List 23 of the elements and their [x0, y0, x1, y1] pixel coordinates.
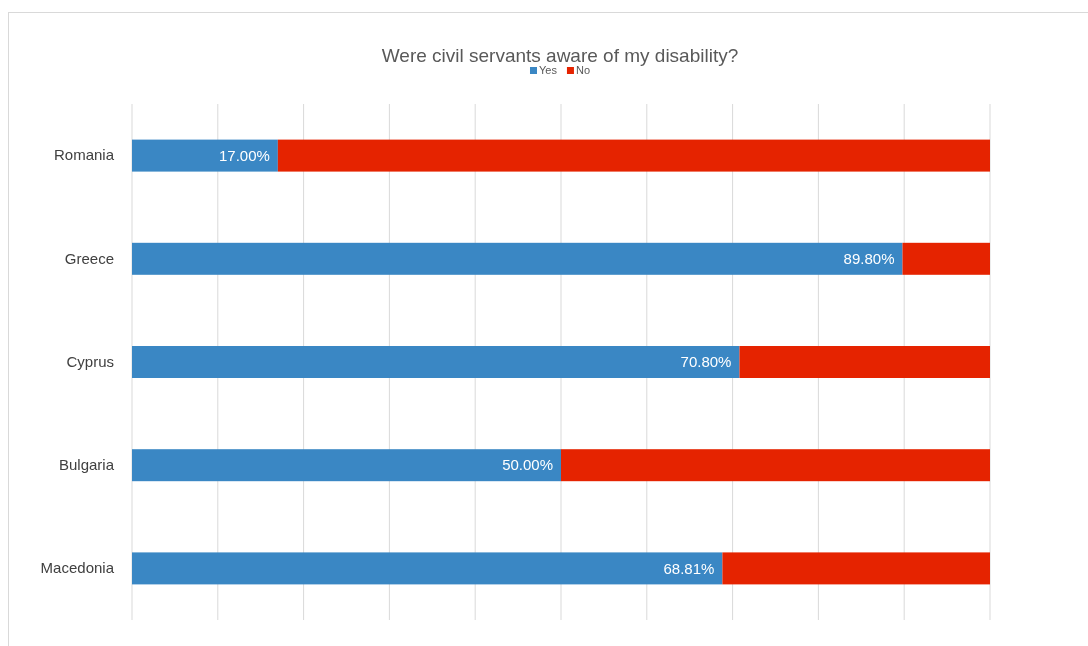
y-tick-label: Greece: [64, 249, 114, 267]
legend-label: Yes: [538, 64, 558, 76]
bar: [132, 449, 561, 482]
bar: [132, 139, 278, 172]
y-tick-label: Cyprus: [66, 352, 114, 370]
data-label: 68.81%: [663, 559, 715, 577]
bar: [132, 242, 903, 275]
y-tick-label: Romania: [53, 146, 115, 164]
bar: [902, 242, 990, 275]
bar: [739, 346, 990, 378]
bar: [722, 552, 990, 585]
data-label: 89.80%: [843, 250, 895, 268]
bar: [277, 139, 990, 172]
legend-label: No: [575, 64, 591, 76]
chart-title: Were civil servants aware of my disability?: [381, 45, 739, 66]
data-label: 50.00%: [502, 456, 553, 474]
data-label: 17.00%: [218, 146, 270, 164]
bar: [132, 346, 740, 378]
y-tick-label: Bulgaria: [58, 456, 115, 473]
bar: [132, 552, 723, 585]
data-label: 70.80%: [680, 353, 732, 371]
bar: [561, 449, 990, 482]
y-tick-label: Macedonia: [40, 559, 115, 577]
